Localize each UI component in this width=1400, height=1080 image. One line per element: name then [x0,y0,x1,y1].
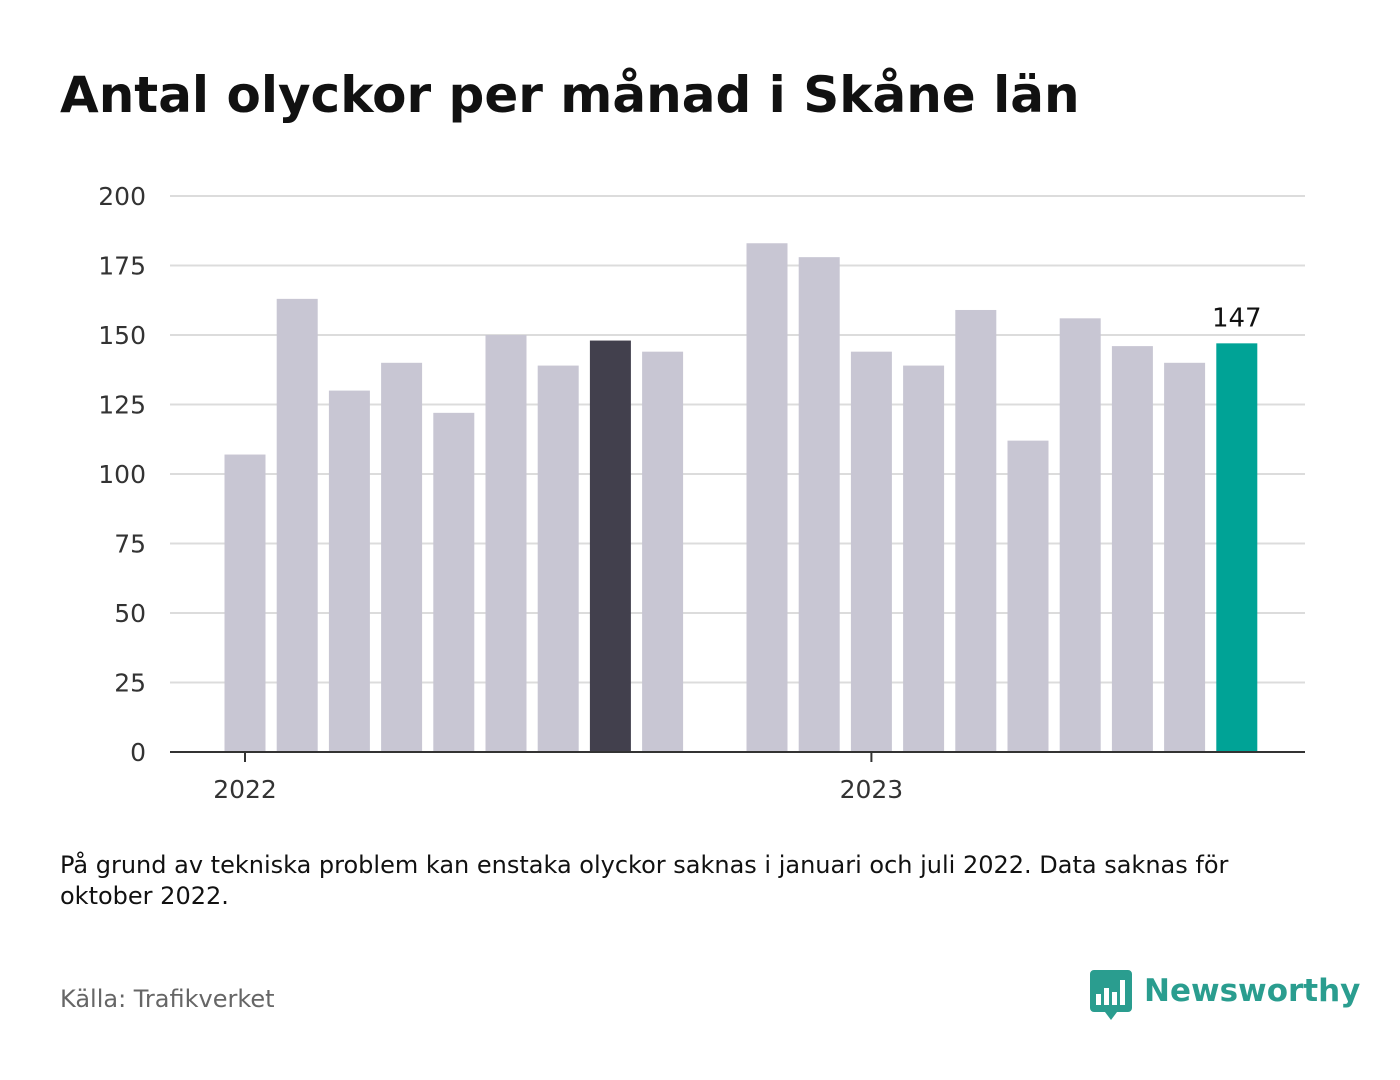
bar-chart-icon [1090,970,1132,1020]
y-tick-label: 25 [114,669,146,698]
axes [170,751,1305,762]
brand-name: Newsworthy [1144,973,1361,1009]
bar-2023-02 [903,365,945,752]
data-label: 147 [1212,303,1262,333]
bar-2022-09 [642,351,684,752]
x-tick-label: 2023 [840,775,904,804]
bar-2022-03 [328,390,370,752]
y-tick-label: 100 [98,460,146,489]
x-tick-label: 2022 [213,775,277,804]
bar-2023-05 [1059,318,1101,752]
y-tick-label: 125 [98,391,146,420]
bar-2023-03 [955,309,997,752]
y-tick-label: 150 [98,321,146,350]
bar-2023-08 [1216,343,1258,752]
bar-2022-01 [224,454,266,752]
footnote: På grund av tekniska problem kan enstaka… [60,851,1229,910]
chart-title: Antal olyckor per månad i Skåne län [60,66,1080,124]
y-tick-label: 75 [114,530,146,559]
bar-2022-06 [485,335,527,752]
bar-2023-01 [850,351,892,752]
bar-2022-12 [798,257,840,752]
y-tick-label: 175 [98,252,146,281]
bar-2022-11 [746,243,788,752]
bar-2022-07 [537,365,579,752]
bar-2022-04 [381,362,423,752]
y-tick-label: 50 [114,599,146,628]
bar-2023-07 [1164,362,1206,752]
labels: 0 25 50 75 100 125 150 175 200 147 2022 2023 [98,182,1261,804]
source-credit: Källa: Trafikverket [60,985,275,1013]
brand: Newsworthy [1090,970,1360,1022]
bar-chart: 0 25 50 75 100 125 150 175 200 147 2022 2023 [98,182,1305,804]
y-tick-label: 200 [98,182,146,211]
bars [224,243,1258,752]
y-tick-label: 0 [130,738,146,767]
bar-2022-02 [276,298,318,752]
bar-2022-05 [433,412,475,752]
bar-2022-08 [589,340,631,752]
bar-2023-04 [1007,440,1049,752]
bar-2023-06 [1111,346,1153,752]
